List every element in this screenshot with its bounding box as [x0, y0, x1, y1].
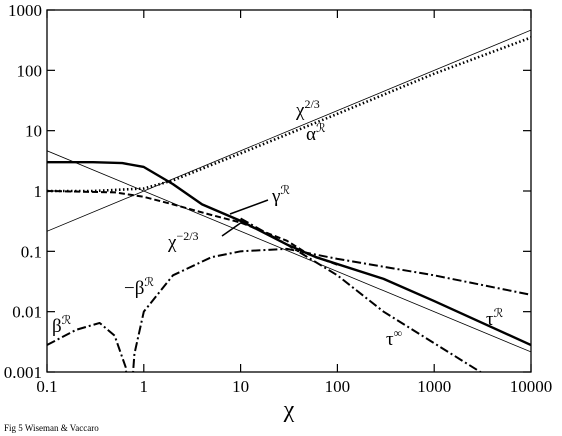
y-tick-label: 1 — [34, 182, 43, 201]
x-tick-label: 1 — [140, 377, 149, 396]
y-tick-label: 0.1 — [21, 242, 42, 261]
curve — [47, 247, 531, 372]
annotation: χ2/3 — [295, 97, 320, 121]
caption: Fig 5 Wiseman & Vaccaro — [4, 423, 99, 433]
annotation: τℛ — [486, 306, 504, 330]
annotation: τ∞ — [386, 326, 402, 350]
x-tick-label: 10 — [232, 377, 249, 396]
curve — [47, 150, 531, 353]
curve — [47, 29, 531, 232]
annotation: βℛ — [52, 313, 72, 337]
annotation-arrow — [221, 221, 243, 237]
y-tick-label: 10 — [25, 122, 42, 141]
annotation: γℛ — [271, 183, 290, 207]
annotation: χ−2/3 — [167, 229, 199, 253]
y-tick-label: 1000 — [8, 1, 42, 20]
x-tick-label: 0.1 — [36, 377, 57, 396]
x-tick-label: 100 — [325, 377, 351, 396]
annotation: αℛ — [306, 121, 326, 145]
curve — [47, 190, 338, 266]
annotation-arrow — [229, 199, 269, 215]
y-tick-label: 100 — [17, 61, 43, 80]
y-tick-label: 0.001 — [4, 363, 42, 382]
x-tick-label: 1000 — [417, 377, 451, 396]
curve — [240, 217, 483, 372]
y-tick-label: 0.01 — [12, 303, 42, 322]
curve — [47, 161, 531, 347]
x-axis-label: χ — [283, 397, 295, 423]
annotation: −βℛ — [124, 275, 154, 299]
x-tick-label: 10000 — [510, 377, 553, 396]
curves — [47, 29, 531, 372]
curve — [47, 36, 531, 193]
